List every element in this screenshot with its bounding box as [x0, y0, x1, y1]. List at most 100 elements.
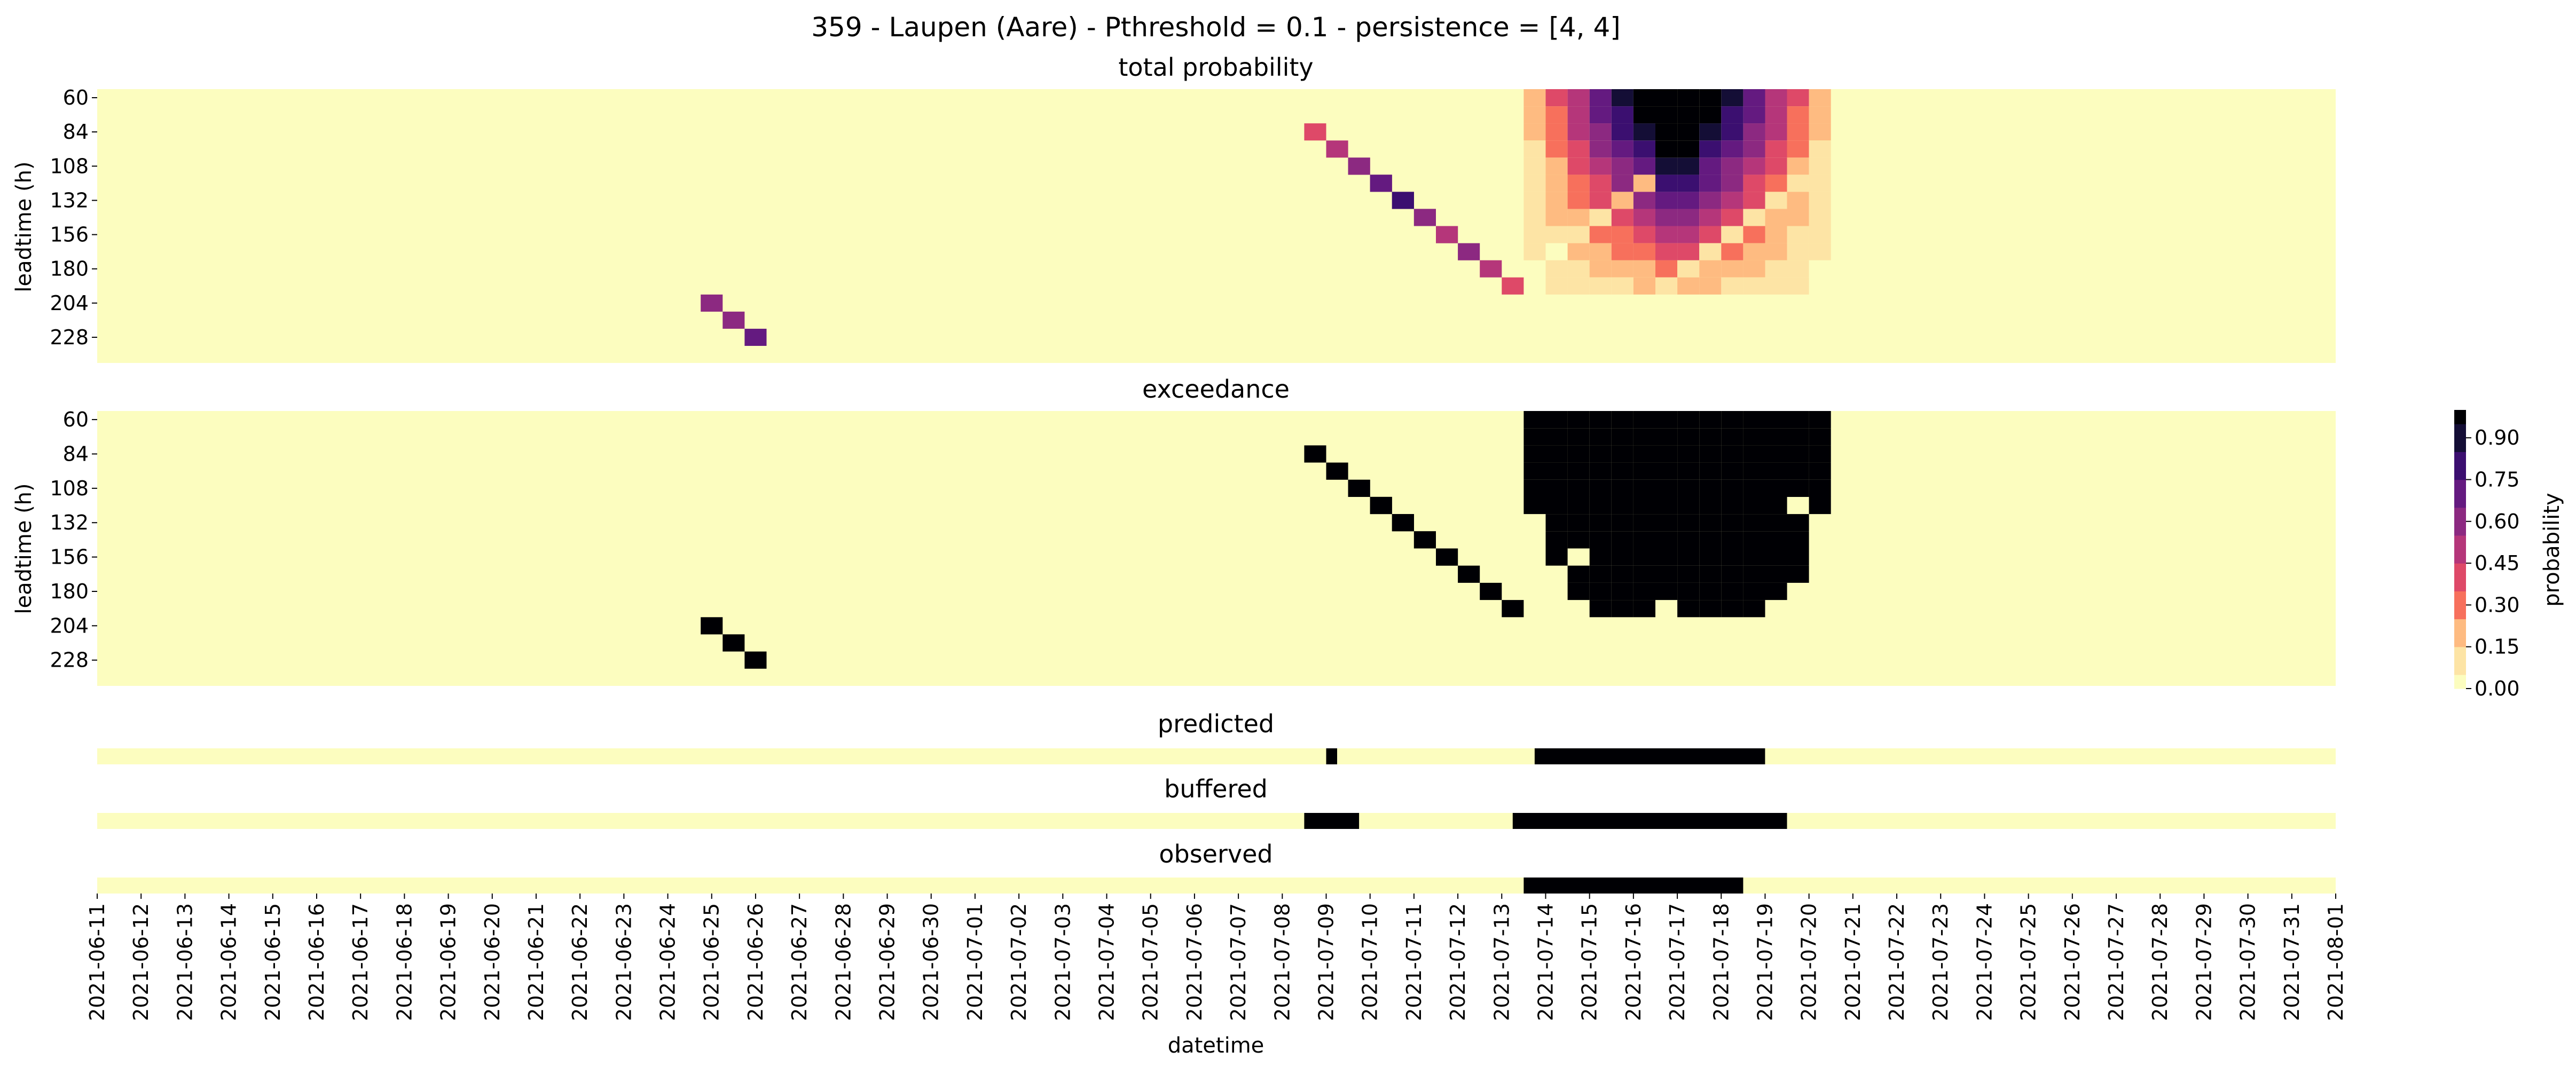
heatmap-cell — [1677, 428, 1700, 446]
colorbar-swatch — [2454, 426, 2466, 430]
heatmap-cell — [1567, 209, 1590, 226]
heatmap-cell — [1589, 445, 1612, 463]
heatmap-cell — [1567, 479, 1590, 497]
heatmap-cell — [1677, 157, 1700, 175]
buffered-strip — [97, 813, 2336, 829]
heatmap-cell — [1326, 462, 1348, 480]
x-tick-label: 2021-06-20 — [481, 903, 504, 1021]
colorbar-swatch — [2454, 463, 2466, 466]
heatmap-cell — [1787, 428, 1809, 446]
colorbar-swatch — [2454, 641, 2466, 645]
heatmap-cell — [1765, 157, 1787, 175]
heatmap-cell — [1545, 89, 1568, 107]
colorbar-swatch — [2454, 518, 2466, 522]
heatmap-cell — [1589, 600, 1612, 618]
heatmap-cell — [1655, 123, 1678, 141]
colorbar-tick-label: 0.00 — [2475, 677, 2520, 700]
heatmap-cell — [1348, 157, 1370, 175]
panel-predicted: predicted — [97, 709, 2336, 764]
colorbar-swatch — [2454, 652, 2466, 655]
heatmap-cell — [1589, 175, 1612, 192]
heatmap-cell — [1787, 565, 1809, 583]
strip-background — [97, 878, 2336, 894]
heatmap-cell — [1523, 462, 1546, 480]
heatmap-cell — [1743, 243, 1765, 260]
panel-title-exceedance: exceedance — [1142, 375, 1290, 404]
colorbar-swatch — [2454, 527, 2466, 530]
heatmap-cell — [1611, 479, 1633, 497]
heatmap-cell — [1545, 175, 1568, 192]
x-tick-label: 2021-07-15 — [1578, 903, 1601, 1021]
x-tick-label: 2021-07-20 — [1797, 903, 1821, 1021]
heatmap-cell — [1392, 192, 1414, 209]
heatmap-cell — [1765, 123, 1787, 141]
heatmap-cell — [1633, 565, 1655, 583]
heatmap-cell — [1721, 243, 1743, 260]
heatmap-cell — [1480, 260, 1502, 278]
heatmap-cell — [1589, 479, 1612, 497]
heatmap-cell — [1743, 479, 1765, 497]
heatmap-cell — [1655, 260, 1678, 278]
heatmap-cell — [1699, 89, 1722, 107]
event-segment — [1304, 813, 1360, 829]
heatmap-cell — [1765, 106, 1787, 124]
x-tick-label: 2021-06-24 — [656, 903, 680, 1021]
heatmap-cell — [1655, 106, 1678, 124]
x-tick-label: 2021-06-26 — [744, 903, 767, 1021]
x-tick-label: 2021-06-27 — [788, 903, 811, 1021]
heatmap-cell — [1655, 89, 1678, 107]
heatmap-cell — [1523, 157, 1546, 175]
heatmap-cell — [1589, 106, 1612, 124]
colorbar-swatch — [2454, 655, 2466, 659]
colorbar-swatch — [2454, 504, 2466, 508]
heatmap-cell — [1765, 496, 1787, 515]
heatmap-cell — [1677, 496, 1700, 515]
strip-background — [97, 813, 2336, 829]
colorbar-swatch — [2454, 516, 2466, 519]
colorbar-swatch — [2454, 555, 2466, 558]
heatmap-cell — [1567, 582, 1590, 600]
heatmap-cell — [1809, 411, 1831, 429]
heatmap-cell — [1545, 428, 1568, 446]
heatmap-cell — [1787, 175, 1809, 192]
heatmap-cell — [1633, 445, 1655, 463]
heatmap-cell — [1765, 565, 1787, 583]
colorbar-swatch — [2454, 619, 2466, 622]
x-tick-label: 2021-07-14 — [1534, 903, 1558, 1021]
heatmap-cell — [1765, 89, 1787, 107]
heatmap-cell — [1523, 445, 1546, 463]
heatmap-cell — [1458, 565, 1480, 583]
heatmap-cell — [1743, 462, 1765, 480]
heatmap-cell — [1677, 445, 1700, 463]
y-tick-label: 60 — [63, 86, 89, 109]
heatmap-cell — [1721, 277, 1743, 295]
heatmap-cell — [1589, 565, 1612, 583]
heatmap-cell — [1589, 582, 1612, 600]
x-axis: 2021-06-11 2021-06-12 2021-06-13 2021-06-14… — [85, 894, 2347, 1021]
heatmap-cell — [1545, 209, 1568, 226]
colorbar-swatch — [2454, 674, 2466, 678]
heatmap-cell — [1765, 548, 1787, 566]
colorbar-swatch — [2454, 488, 2466, 491]
heatmap-cell — [1721, 548, 1743, 566]
colorbar-swatch — [2454, 685, 2466, 689]
heatmap-cell — [1699, 445, 1722, 463]
heatmap-cell — [1611, 226, 1633, 243]
heatmap-cell — [1523, 226, 1546, 243]
colorbar-swatch — [2454, 499, 2466, 502]
x-tick-label: 2021-07-13 — [1490, 903, 1513, 1021]
heatmap-cell — [1655, 243, 1678, 260]
colorbar-swatch — [2454, 432, 2466, 436]
heatmap-cell — [1743, 548, 1765, 566]
heatmap-cell — [1765, 582, 1787, 600]
x-tick-label: 2021-06-29 — [876, 903, 899, 1021]
heatmap-cell — [1589, 192, 1612, 209]
heatmap-cell — [1545, 157, 1568, 175]
heatmap-cell — [1809, 226, 1831, 243]
heatmap-cell — [1567, 123, 1590, 141]
heatmap-cell — [1721, 496, 1743, 515]
x-tick-label: 2021-07-12 — [1446, 903, 1470, 1021]
colorbar-swatch — [2454, 418, 2466, 422]
heatmap-cell — [1611, 192, 1633, 209]
heatmap-cell — [1523, 243, 1546, 260]
